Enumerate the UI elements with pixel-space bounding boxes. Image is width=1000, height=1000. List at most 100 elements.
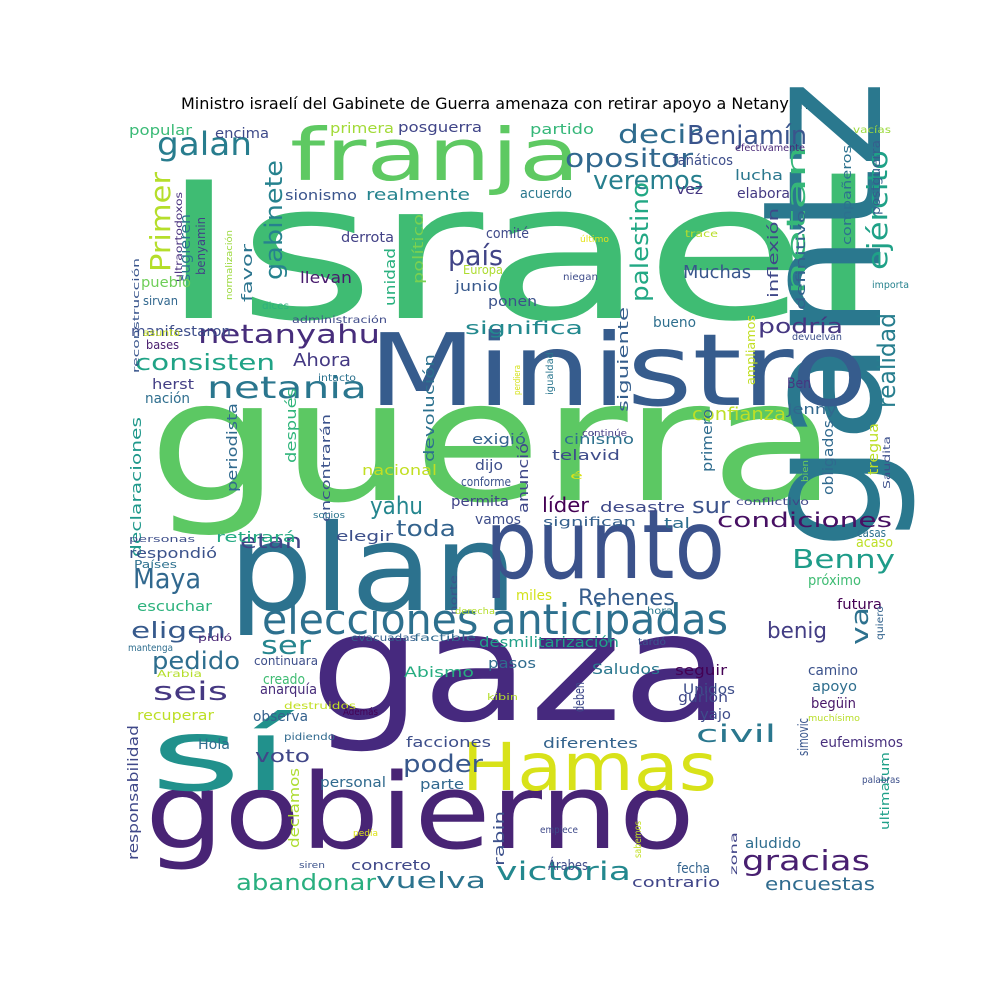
word: hora xyxy=(647,606,673,617)
word: acaso xyxy=(856,535,893,551)
word: unidad xyxy=(383,248,399,306)
word: opositor xyxy=(565,144,693,174)
word: Benny xyxy=(792,545,895,575)
word: camino xyxy=(808,663,858,679)
word: gracias xyxy=(742,844,870,877)
word: mantenga xyxy=(128,643,173,654)
word: próximo xyxy=(808,573,861,589)
word: abandonar xyxy=(236,871,377,896)
word: postguerra xyxy=(869,140,883,215)
word: civil xyxy=(696,720,776,748)
word: quiero xyxy=(875,606,886,640)
word: reconstrucción xyxy=(131,258,142,373)
word: evacuadas xyxy=(351,633,416,644)
word: devolución xyxy=(422,354,438,462)
word: Muchas xyxy=(683,262,751,283)
word: punto xyxy=(485,489,725,601)
word: popular xyxy=(129,123,192,139)
word: después xyxy=(284,388,300,463)
word: apoyo xyxy=(812,679,857,695)
word: Ahora xyxy=(293,350,351,371)
word: voto xyxy=(255,746,310,767)
word: palestino xyxy=(626,182,654,302)
word: rabin xyxy=(492,811,508,866)
word: Jenny xyxy=(786,402,837,418)
word: devuelvan xyxy=(792,332,842,343)
word: Ministro xyxy=(368,312,868,429)
word: favor xyxy=(240,244,256,302)
word: parte xyxy=(420,777,464,793)
word: palabras xyxy=(862,775,900,786)
word: respondió xyxy=(129,546,217,562)
word: ultimatum xyxy=(878,752,892,830)
word: desmilitarización xyxy=(479,635,619,651)
word: poder xyxy=(403,750,483,778)
word: norte xyxy=(449,575,460,615)
word: eligen xyxy=(131,619,226,644)
word: destruidos xyxy=(284,701,356,712)
word: decir xyxy=(618,120,700,150)
word: inflexión xyxy=(766,208,782,298)
word: tardó xyxy=(638,636,666,648)
word: benyamin xyxy=(194,217,208,275)
word: muchísimo xyxy=(808,714,861,724)
word: anunció xyxy=(516,443,532,513)
word: diferentes xyxy=(543,736,638,752)
word: pidiendo xyxy=(284,732,335,743)
word: significa xyxy=(465,318,583,339)
word: llevan xyxy=(300,268,352,287)
word: bien xyxy=(801,460,811,482)
word: begüin xyxy=(811,696,856,712)
word: pedía xyxy=(353,829,378,839)
word: kibin xyxy=(487,693,518,703)
word: siren xyxy=(299,861,325,871)
word: victoria xyxy=(496,857,631,887)
word: derecha xyxy=(455,607,495,617)
word: importa xyxy=(872,280,909,291)
word: fanáticos xyxy=(673,153,733,169)
word: Abismo xyxy=(404,665,474,681)
word: Países xyxy=(134,558,177,571)
word: sabemos xyxy=(633,821,644,858)
word: vamos xyxy=(475,512,521,528)
word: declamos xyxy=(287,768,303,848)
word: consisten xyxy=(135,351,275,376)
word: é xyxy=(570,470,583,482)
word: político xyxy=(411,214,427,284)
word: pasos xyxy=(488,656,536,672)
word: personal xyxy=(320,775,386,791)
word: siguiente xyxy=(616,307,632,412)
word: anarquía xyxy=(260,682,317,698)
word: casas xyxy=(857,526,886,540)
word: zona xyxy=(729,832,740,875)
word: Saludos xyxy=(592,662,660,678)
word: posguerra xyxy=(398,120,482,136)
word: elegir xyxy=(336,529,393,545)
word: desastre xyxy=(600,500,685,516)
word: empiece xyxy=(540,825,578,836)
word: líder xyxy=(542,493,590,517)
word: simovic xyxy=(796,718,812,756)
word: comité xyxy=(486,226,529,242)
word: Hola xyxy=(198,737,230,753)
word: tregua xyxy=(866,423,882,475)
word: podría xyxy=(758,314,843,338)
word: eufemismos xyxy=(820,735,903,751)
word: ultraortodoxos xyxy=(174,192,185,282)
word: ponen xyxy=(488,294,537,310)
word: guerra xyxy=(148,344,838,540)
word: personas xyxy=(129,535,195,545)
word: encuestas xyxy=(765,874,875,895)
word: elecciones anticipadas xyxy=(262,595,728,644)
word: aludido xyxy=(745,836,801,852)
word: futura xyxy=(837,597,882,613)
word: confianza xyxy=(692,404,786,425)
word: vacías xyxy=(853,124,891,136)
word: derrota xyxy=(341,230,394,246)
word: netanyahu xyxy=(198,320,380,350)
word: yajo xyxy=(700,707,731,723)
word: vuelva xyxy=(376,869,486,894)
word: gaza xyxy=(310,582,730,756)
word: cinismo xyxy=(564,432,634,448)
word: realidad xyxy=(873,313,901,408)
